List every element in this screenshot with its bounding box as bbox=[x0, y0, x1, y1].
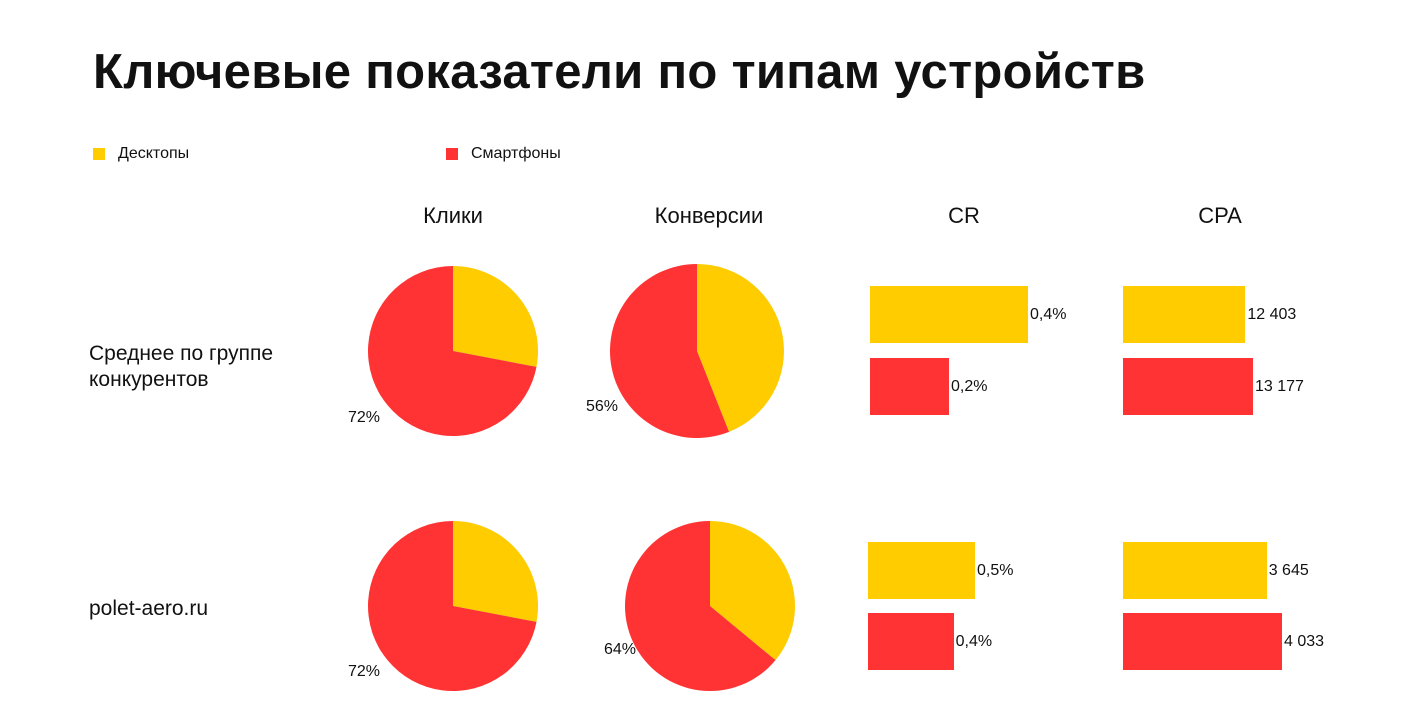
pie-slice-Смартфоны bbox=[610, 264, 730, 438]
column-header-cpa: CPA bbox=[1198, 203, 1242, 228]
pie-slice-Десктопы bbox=[453, 521, 538, 622]
pie-slice-Смартфоны bbox=[368, 521, 537, 691]
bar-data-label: 0,5% bbox=[977, 562, 1014, 579]
pie-slice-Смартфоны bbox=[368, 266, 537, 436]
column-header-cr: CR bbox=[948, 203, 980, 228]
bar-data-label: 3 645 bbox=[1268, 562, 1309, 579]
row-label-competitors-line2: конкурентов bbox=[89, 368, 209, 391]
bar-Смартфоны bbox=[868, 613, 954, 670]
pie-data-label: 72% bbox=[348, 663, 381, 680]
row-label-competitors: Среднее по группе конкурентов bbox=[89, 341, 349, 393]
legend-label-desktops: Десктопы bbox=[118, 145, 190, 162]
bar-data-label: 4 033 bbox=[1284, 633, 1325, 650]
bar-data-label: 0,2% bbox=[951, 378, 988, 395]
pie-slice-Десктопы bbox=[710, 521, 795, 661]
page-title: Ключевые показатели по типам устройств bbox=[93, 45, 1146, 99]
row-label-competitors-line1: Среднее по группе bbox=[89, 342, 274, 365]
pie-data-label: 72% bbox=[348, 409, 381, 426]
bar-data-label: 13 177 bbox=[1255, 378, 1304, 395]
bar-Смартфоны bbox=[870, 358, 949, 415]
pie-slice-Десктопы bbox=[697, 264, 784, 432]
legend-swatch-desktops bbox=[93, 148, 105, 160]
legend-item-smartphones: Смартфоны bbox=[446, 145, 561, 163]
column-header-clicks: Клики bbox=[423, 203, 483, 228]
column-header-conversions: Конверсии bbox=[654, 203, 764, 228]
legend-label-smartphones: Смартфоны bbox=[471, 145, 561, 162]
pie-chart-0 bbox=[368, 266, 538, 436]
bar-Десктопы bbox=[1123, 286, 1246, 343]
pie-chart-4 bbox=[368, 521, 538, 691]
bar-Смартфоны bbox=[1123, 613, 1282, 670]
bar-data-label: 0,4% bbox=[955, 633, 993, 650]
pie-chart-1 bbox=[610, 264, 784, 438]
bar-Десктопы bbox=[868, 542, 975, 599]
pie-slice-Смартфоны bbox=[625, 521, 776, 691]
pie-slice-Десктопы bbox=[453, 266, 538, 367]
bar-Десктопы bbox=[1123, 542, 1267, 599]
bar-Смартфоны bbox=[1123, 358, 1253, 415]
bar-data-label: 0,4% bbox=[1030, 306, 1067, 323]
row-label-site: polet-aero.ru bbox=[89, 596, 349, 622]
bar-Десктопы bbox=[870, 286, 1028, 343]
pie-chart-5 bbox=[625, 521, 795, 691]
bar-data-label: 12 403 bbox=[1247, 306, 1297, 323]
legend-item-desktops: Десктопы bbox=[93, 145, 189, 163]
pie-data-label: 56% bbox=[586, 398, 619, 415]
legend-swatch-smartphones bbox=[446, 148, 458, 160]
pie-data-label: 64% bbox=[604, 641, 637, 658]
row-label-site-line1: polet-aero.ru bbox=[89, 597, 209, 620]
